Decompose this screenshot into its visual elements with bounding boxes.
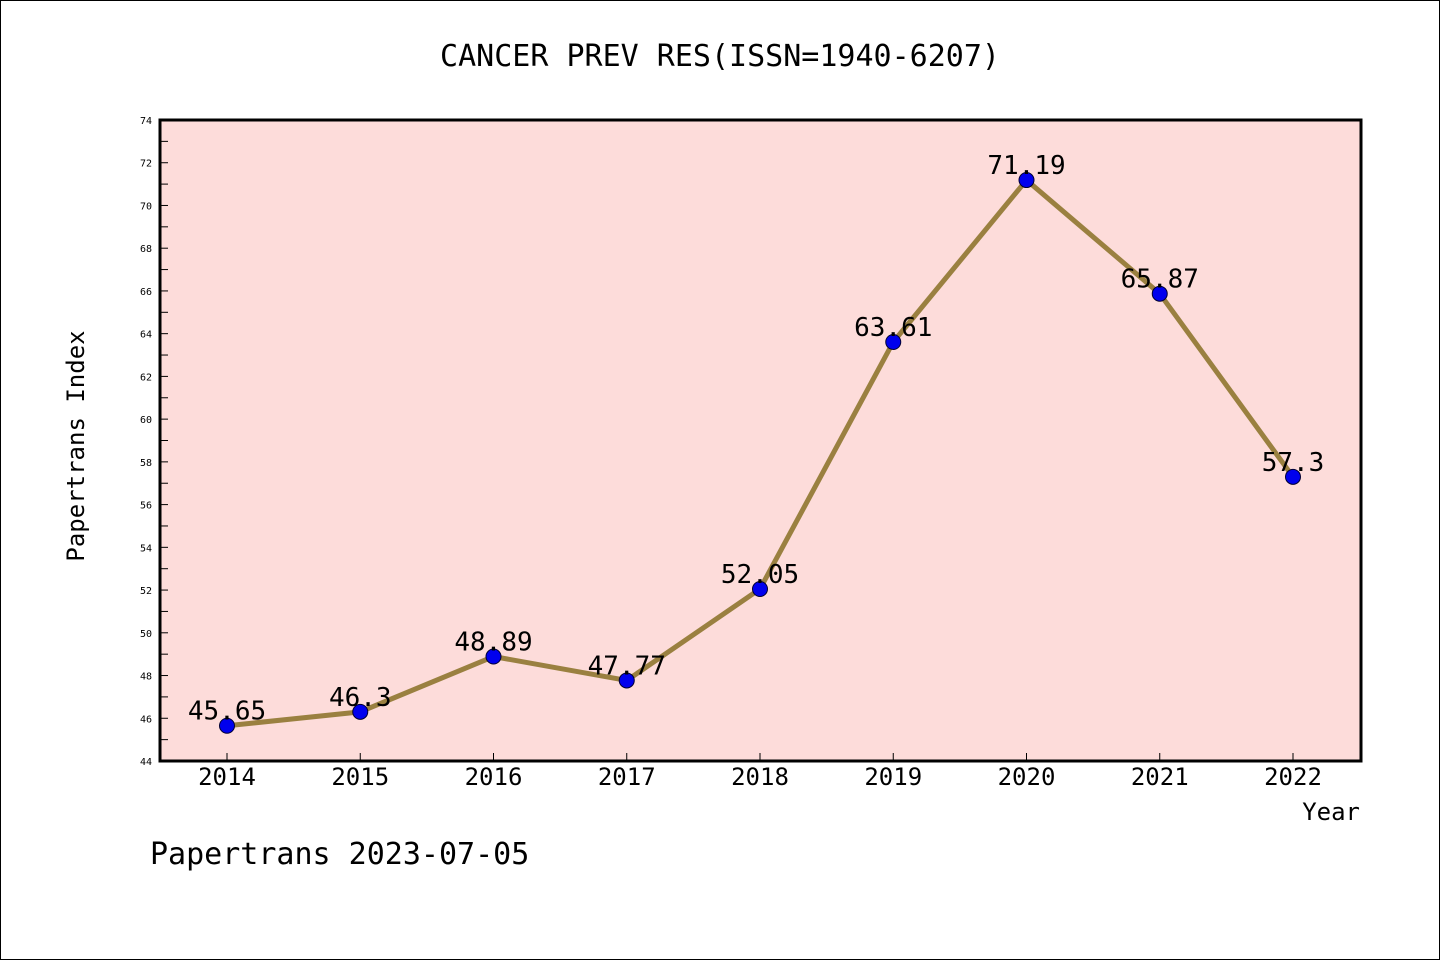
data-label: 71.19 <box>987 151 1065 181</box>
y-tick-label: 74 <box>140 116 152 127</box>
y-tick-label: 48 <box>140 672 152 683</box>
data-labels-group: 45.65 46.3 48.89 47.77 52.05 63.61 71.19 65.87 5… <box>188 151 1324 727</box>
data-label: 47.77 <box>588 651 666 681</box>
data-point <box>1285 468 1301 485</box>
data-point <box>885 333 902 350</box>
y-tick-label: 62 <box>140 372 152 383</box>
plot-area <box>160 120 1361 761</box>
data-point <box>485 648 502 665</box>
y-tick-label: 46 <box>140 714 152 725</box>
y-tick-label: 44 <box>140 757 152 768</box>
x-tick-label: 2014 <box>198 763 256 791</box>
x-axis: 2014 2015 2016 2017 2018 2019 2020 2021 2022 <box>198 753 1322 791</box>
data-point <box>219 717 235 734</box>
y-tick-label: 72 <box>140 159 152 170</box>
y-tick-label: 60 <box>140 415 152 426</box>
y-tick-label: 52 <box>140 586 152 597</box>
x-axis-title: Year <box>1302 798 1360 826</box>
data-label: 45.65 <box>188 697 266 727</box>
data-point <box>752 580 768 597</box>
y-tick-label: 58 <box>140 458 152 469</box>
data-point <box>1151 285 1168 302</box>
data-label: 57.3 <box>1262 448 1325 478</box>
data-point <box>1018 172 1035 189</box>
x-tick-label: 2021 <box>1131 763 1189 791</box>
x-tick-label: 2015 <box>331 763 389 791</box>
data-point <box>352 703 369 720</box>
x-tick-label: 2018 <box>731 763 789 791</box>
y-tick-label: 56 <box>140 501 152 512</box>
y-axis-title: Papertrans Index <box>62 330 90 561</box>
y-tick-label: 68 <box>140 244 152 255</box>
chart-title: CANCER PREV RES(ISSN=1940-6207) <box>440 39 1000 74</box>
y-axis: 44 46 48 50 52 54 56 58 60 62 64 66 68 70 72 74 <box>140 116 168 768</box>
x-tick-label: 2017 <box>598 763 656 791</box>
y-tick-label: 66 <box>140 287 152 298</box>
footer-watermark: Papertrans 2023-07-05 <box>150 837 529 872</box>
data-label: 52.05 <box>721 560 799 590</box>
data-label: 63.61 <box>854 313 932 343</box>
plot-border <box>158 118 1363 763</box>
x-tick-label: 2022 <box>1264 763 1322 791</box>
x-tick-label: 2019 <box>864 763 922 791</box>
data-label: 48.89 <box>454 628 532 658</box>
x-tick-label: 2016 <box>465 763 523 791</box>
y-tick-label: 54 <box>140 543 152 554</box>
y-tick-label: 64 <box>140 330 152 341</box>
y-tick-label: 70 <box>140 201 152 212</box>
data-label: 46.3 <box>329 683 392 713</box>
x-tick-label: 2020 <box>998 763 1056 791</box>
markers-group <box>219 172 1301 734</box>
y-tick-label: 50 <box>140 629 152 640</box>
data-point <box>618 672 635 689</box>
data-label: 65.87 <box>1121 265 1199 295</box>
